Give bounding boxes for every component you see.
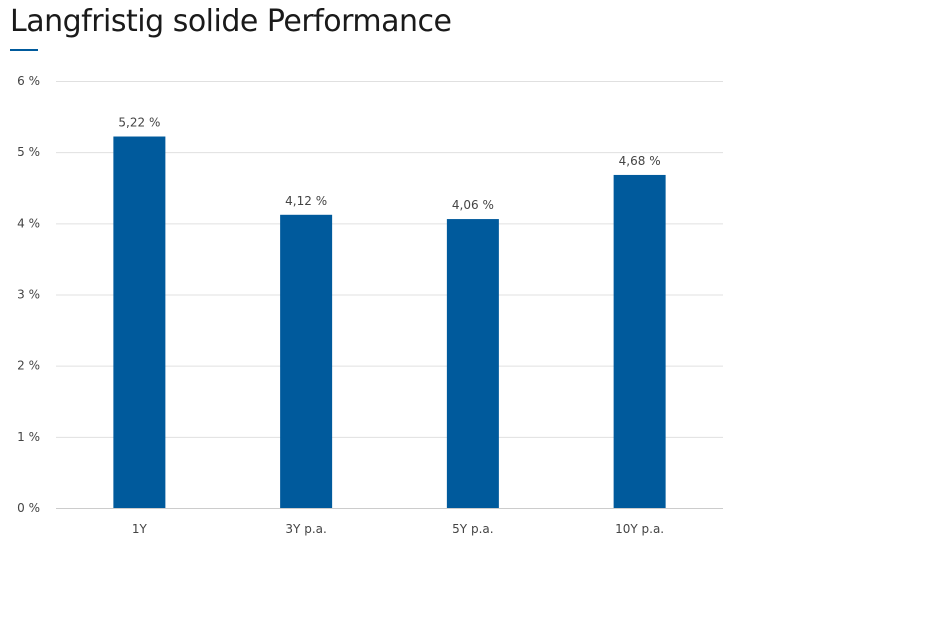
data-labels: 5,22 % 4,12 % 4,06 % 4,68 % xyxy=(118,116,660,213)
y-tick-label: 3 % xyxy=(17,288,40,302)
bars xyxy=(113,136,666,508)
x-tick-label: 10Y p.a. xyxy=(615,522,664,536)
bar xyxy=(613,174,666,508)
data-label: 5,22 % xyxy=(118,116,160,130)
data-label: 4,12 % xyxy=(285,194,327,208)
x-tick-label: 5Y p.a. xyxy=(452,522,493,536)
bar xyxy=(280,214,333,508)
y-tick-label: 2 % xyxy=(17,359,40,373)
data-label: 4,06 % xyxy=(452,198,494,212)
page-title: Langfristig solide Performance xyxy=(10,4,452,39)
grid-layer xyxy=(56,81,723,509)
y-tick-label: 6 % xyxy=(17,74,40,88)
x-tick-label: 3Y p.a. xyxy=(285,522,326,536)
y-tick-label: 0 % xyxy=(17,501,40,515)
title-underline xyxy=(10,49,38,51)
x-tick-label: 1Y xyxy=(132,522,148,536)
y-tick-label: 1 % xyxy=(17,430,40,444)
data-label: 4,68 % xyxy=(619,154,661,168)
y-tick-label: 4 % xyxy=(17,216,40,230)
bar xyxy=(446,219,499,508)
y-tick-label: 5 % xyxy=(17,145,40,159)
y-axis: 0 % 1 % 2 % 3 % 4 % 5 % 6 % xyxy=(17,74,40,515)
bar xyxy=(113,136,166,508)
x-axis: 1Y 3Y p.a. 5Y p.a. 10Y p.a. xyxy=(132,522,664,536)
